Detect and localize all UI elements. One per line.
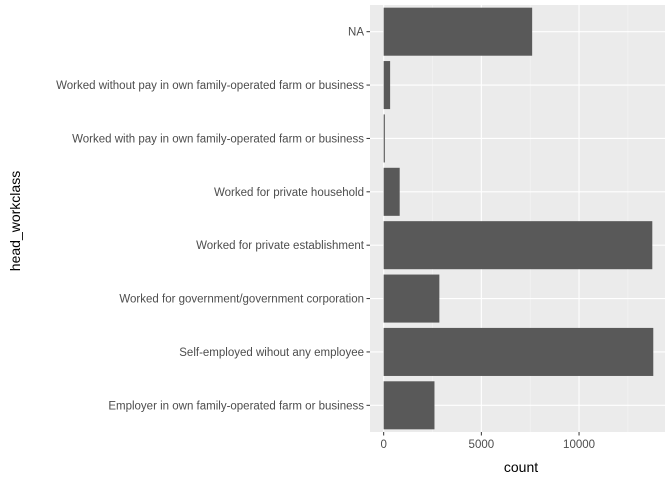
y-tick-label: Employer in own family-operated farm or … [108,400,364,412]
bar [383,381,435,430]
bar [383,7,533,56]
bar [383,114,385,163]
x-tick-label: 0 [380,439,386,451]
y-tick-label: Worked for government/government corpora… [119,294,364,306]
y-tick-label: Self-employed wihout any employee [179,347,364,359]
x-tick-label: 5000 [469,439,495,451]
bar [383,61,391,110]
x-axis-title: count [504,459,538,475]
bar [383,274,440,323]
y-tick-label: NA [348,27,364,39]
bar [383,221,653,270]
bar [383,327,654,376]
y-tick-label: Worked without pay in own family-operate… [56,80,364,92]
y-tick-label: Worked with pay in own family-operated f… [72,133,364,145]
bar [383,167,400,216]
x-tick-label: 10000 [563,439,595,451]
y-tick-label: Worked for private household [214,187,364,199]
y-tick-label: Worked for private establishment [196,240,365,252]
y-axis-title: head_workclass [7,171,23,271]
